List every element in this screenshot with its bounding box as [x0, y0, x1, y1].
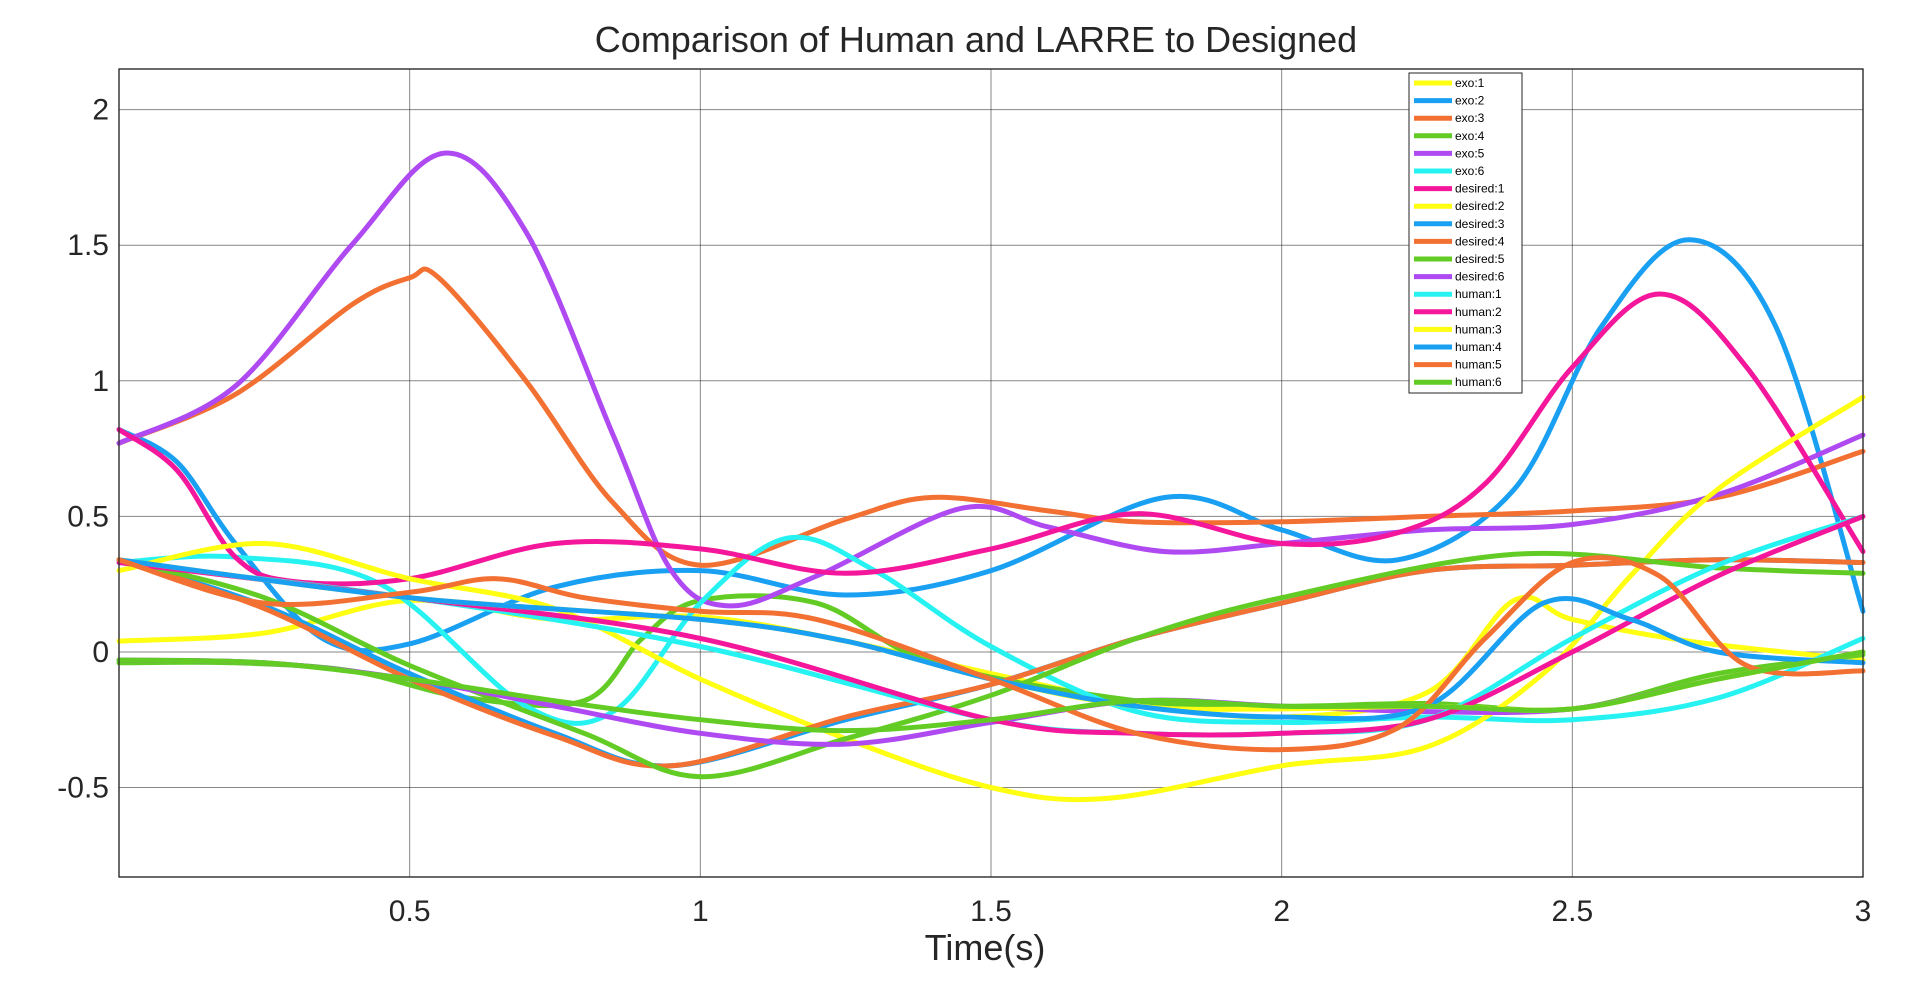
- legend-label: desired:1: [1455, 182, 1505, 196]
- series-line-exo-3: [116, 266, 1866, 568]
- x-tick-label: 2.5: [1551, 895, 1593, 928]
- y-tick-label: -0.5: [57, 772, 109, 805]
- series-line-exo-6: [116, 534, 1866, 726]
- x-tick-label: 1.5: [970, 895, 1012, 928]
- tick-labels: 0.5 1 1.5 2 2.5 3 -0.5 0 0.5 1 1.5 2: [57, 94, 1871, 928]
- legend-label: human:4: [1455, 340, 1502, 354]
- x-tick-label: 2: [1273, 895, 1290, 928]
- legend-label: exo:2: [1455, 94, 1485, 108]
- legend-label: human:1: [1455, 287, 1502, 301]
- series-line-human-5: [116, 555, 1866, 753]
- legend-label: desired:3: [1455, 217, 1505, 231]
- series-line-human-4: [116, 557, 1866, 722]
- series-line-exo-5: [116, 150, 1866, 609]
- legend-label: desired:2: [1455, 199, 1505, 213]
- y-tick-label: 1.5: [67, 229, 109, 262]
- chart-title: Comparison of Human and LARRE to Designe…: [595, 19, 1357, 60]
- series-line-desired-2: [116, 394, 1866, 803]
- x-tick-label: 1: [692, 895, 709, 928]
- legend-label: human:6: [1455, 375, 1502, 389]
- legend-label: exo:5: [1455, 146, 1485, 160]
- legend: exo:1 exo:2 exo:3 exo:4 exo:5 exo:6 desired:1 d…: [1408, 72, 1523, 394]
- legend-label: human:2: [1455, 305, 1502, 319]
- series-lines: [116, 150, 1866, 803]
- legend-label: exo:3: [1455, 111, 1485, 125]
- legend-label: exo:4: [1455, 129, 1485, 143]
- legend-label: exo:1: [1455, 76, 1485, 90]
- axes-frame: [118, 68, 1864, 878]
- x-axis-label: Time(s): [925, 927, 1046, 968]
- legend-label: human:5: [1455, 358, 1502, 372]
- series-line-human-6: [116, 649, 1866, 734]
- y-tick-label: 2: [92, 94, 109, 127]
- legend-label: human:3: [1455, 322, 1502, 336]
- legend-items: exo:1 exo:2 exo:3 exo:4 exo:5 exo:6 desired:1 d…: [1414, 76, 1505, 389]
- x-tick-label: 0.5: [389, 895, 431, 928]
- legend-label: exo:6: [1455, 164, 1485, 178]
- x-tick-label: 3: [1855, 895, 1872, 928]
- legend-label: desired:6: [1455, 270, 1505, 284]
- y-tick-label: 0: [92, 636, 109, 669]
- legend-label: desired:5: [1455, 252, 1505, 266]
- legend-box: [1408, 72, 1523, 394]
- y-tick-label: 0.5: [67, 500, 109, 533]
- legend-label: desired:4: [1455, 234, 1505, 248]
- y-tick-label: 1: [92, 365, 109, 398]
